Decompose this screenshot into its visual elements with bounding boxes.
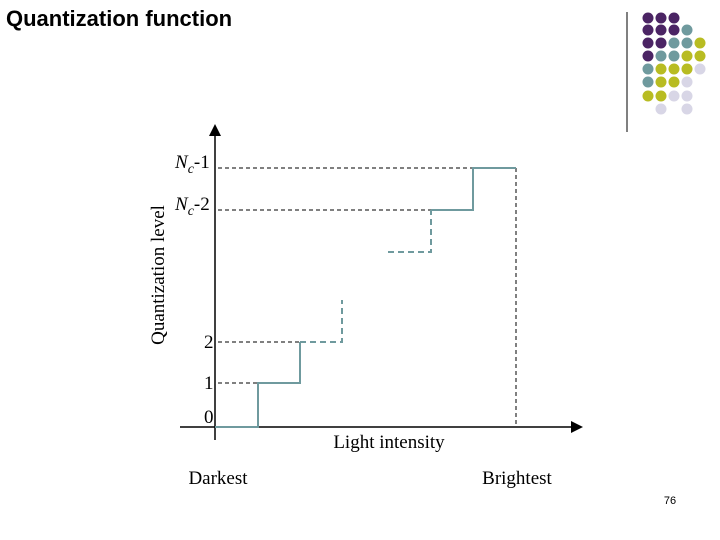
level-label: 2 bbox=[204, 332, 214, 353]
x-axis-label: Light intensity bbox=[333, 432, 445, 453]
y-axis-label: Quantization level bbox=[148, 205, 169, 345]
staircase bbox=[431, 167, 516, 211]
page-number: 76 bbox=[664, 495, 676, 507]
staircase bbox=[215, 342, 301, 428]
level-label: 0 bbox=[204, 407, 214, 428]
staircase-gap bbox=[388, 210, 432, 253]
staircase-gap bbox=[300, 300, 343, 343]
slide-title: Quantization function bbox=[6, 6, 232, 31]
x-end-label: Darkest bbox=[188, 468, 248, 489]
level-label: 1 bbox=[204, 373, 214, 394]
x-end-label: Brightest bbox=[482, 468, 552, 489]
level-label: Nc-1 bbox=[174, 152, 210, 177]
level-label: Nc-2 bbox=[174, 194, 210, 219]
diagram: Nc-1 Nc-2 2 1 0 Quantization level Light… bbox=[148, 124, 583, 489]
decoration bbox=[626, 12, 706, 132]
